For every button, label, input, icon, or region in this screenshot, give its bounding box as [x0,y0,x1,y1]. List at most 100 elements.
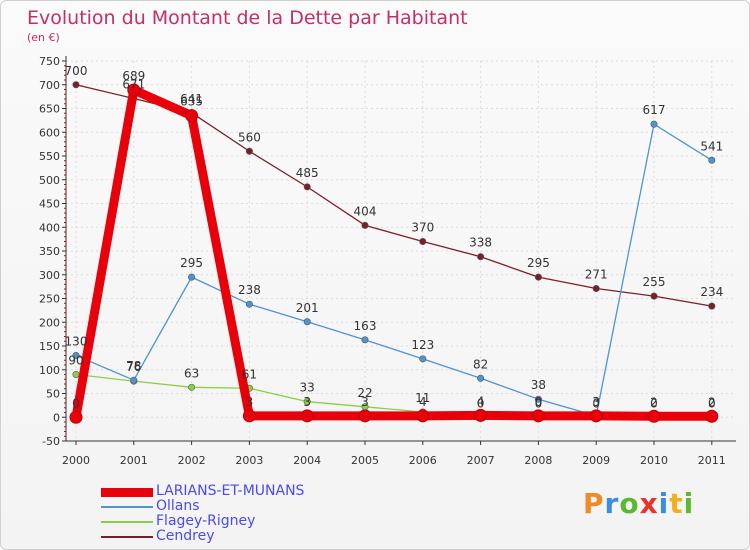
data-label: 541 [700,139,723,153]
y-tick-label: 650 [39,103,60,116]
series-line [75,84,713,307]
data-label: 617 [643,103,666,117]
data-point [474,408,488,422]
data-point [650,120,658,128]
data-point [419,238,427,246]
x-tick-label: 2008 [524,454,552,467]
data-label: 0 [535,396,543,410]
y-tick-label: 500 [39,174,60,187]
data-label: 404 [354,204,377,218]
data-label: 560 [238,130,261,144]
data-point [188,383,196,391]
legend-item-ollans: Ollans [101,498,361,515]
brand-letter: x [639,487,659,520]
brand-letter: i [683,487,695,520]
data-point [419,355,427,363]
data-point [477,253,485,261]
data-label: 78 [126,359,141,373]
data-label: 234 [700,285,723,299]
data-label: 61 [242,367,257,381]
data-label: 635 [180,95,203,109]
y-tick-label: 0 [53,411,60,424]
legend-item-cendrey: Cendrey [101,528,361,545]
x-tick-label: 2000 [62,454,90,467]
brand-letter: i [658,487,670,520]
data-label: 38 [531,378,546,392]
data-point [127,83,141,97]
legend-swatch-larians [101,488,153,497]
data-label: 238 [238,283,261,297]
data-point [242,409,256,423]
data-point [185,109,199,123]
y-tick-label: 50 [46,388,60,401]
data-point [245,147,253,155]
x-tick-label: 2007 [467,454,495,467]
x-tick-label: 2010 [640,454,668,467]
data-label: 130 [65,335,88,349]
y-tick-label: 200 [39,316,60,329]
data-label: 22 [357,386,372,400]
y-tick-label: 750 [39,55,60,68]
data-label: 0 [72,396,80,410]
data-point [416,409,430,423]
data-point [647,409,661,423]
series-line [75,373,713,418]
data-label: 76 [126,360,141,374]
y-tick-label: 350 [39,245,60,258]
data-label: 295 [527,256,550,270]
data-label: 3 [361,395,369,409]
data-label: 0 [708,396,716,410]
data-point [650,292,658,300]
data-point [708,302,716,310]
x-tick-label: 2002 [178,454,206,467]
data-label: 63 [184,366,199,380]
data-point [72,370,80,378]
data-label: 82 [473,357,488,371]
y-tick-label: 150 [39,340,60,353]
x-tick-label: 2003 [235,454,263,467]
data-point [72,351,80,359]
x-tick-label: 2005 [351,454,379,467]
x-tick-label: 2011 [698,454,726,467]
data-label: 11 [415,391,430,405]
data-label: 2 [650,395,658,409]
x-tick-label: 2009 [582,454,610,467]
data-label: 90 [68,354,83,368]
data-label: 4 [477,394,485,408]
data-label: 3 [303,395,311,409]
y-tick-label: -50 [42,435,60,448]
brand-letter: t [669,487,684,520]
data-label: 338 [469,236,492,250]
data-label: 295 [180,256,203,270]
data-label: 700 [65,64,88,78]
legend: LARIANS-ET-MUNANS Ollans Flagey-Rigney C… [101,483,361,545]
legend-swatch-cendrey [101,536,153,538]
x-tick-label: 2004 [293,454,321,467]
data-label: 255 [643,275,666,289]
legend-item-larians: LARIANS-ET-MUNANS [101,483,361,500]
y-tick-label: 250 [39,293,60,306]
y-tick-label: 550 [39,150,60,163]
data-point [361,336,369,344]
y-tick-label: 600 [39,126,60,139]
legend-label-ollans: Ollans [156,498,200,514]
y-tick-label: 400 [39,221,60,234]
data-point [708,156,716,164]
data-point [72,81,80,89]
data-point [303,398,311,406]
data-label: 3 [592,395,600,409]
y-tick-label: 450 [39,198,60,211]
data-label: 4 [419,395,427,409]
y-tick-label: 300 [39,269,60,282]
data-point [300,409,314,423]
data-label: 671 [122,78,145,92]
data-point [705,409,719,423]
data-label: 485 [296,166,319,180]
data-label: 163 [354,319,377,333]
data-point [303,318,311,326]
chart-subtitle: (en €) [27,31,60,44]
data-label: 0 [650,396,658,410]
data-point [245,300,253,308]
